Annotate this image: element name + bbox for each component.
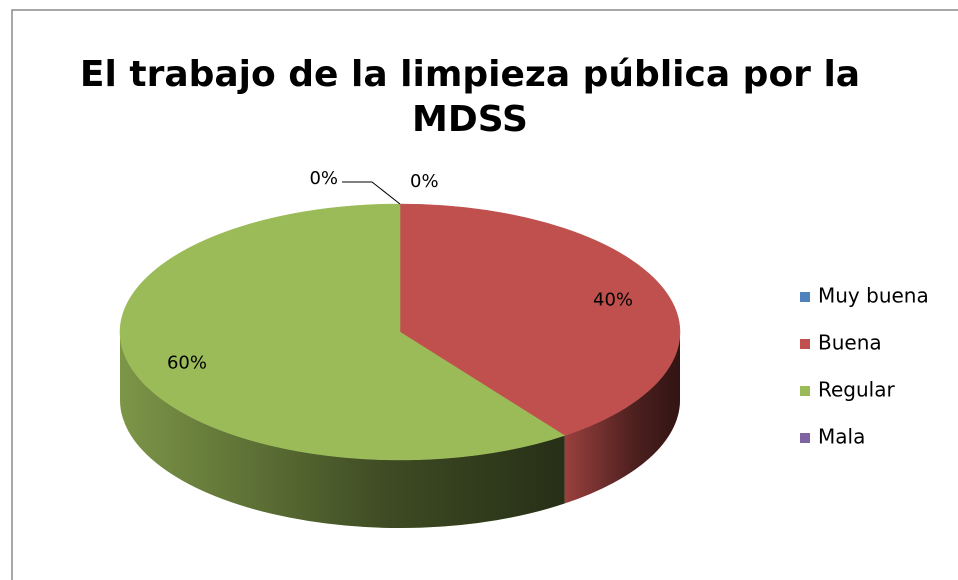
pie-slice (399, 203, 681, 436)
legend-label: Mala (818, 425, 865, 449)
pie-slice (119, 203, 566, 461)
chart-title: El trabajo de la limpieza pública por la (80, 54, 860, 95)
legend-label: Regular (818, 378, 895, 402)
legend-swatch (800, 433, 810, 443)
chart-title: MDSS (412, 99, 528, 140)
data-label: 0% (309, 168, 338, 189)
legend-label: Buena (818, 331, 882, 355)
data-label: 0% (410, 171, 439, 192)
legend-swatch (800, 386, 810, 396)
leader-line (342, 181, 401, 205)
data-label: 40% (593, 289, 633, 310)
pie-side-shade (120, 332, 565, 528)
legend-swatch (800, 292, 810, 302)
legend-label: Muy buena (818, 284, 929, 308)
data-label: 60% (167, 353, 207, 374)
chart-frame (11, 9, 958, 580)
legend-swatch (800, 339, 810, 349)
pie-side-shade (564, 332, 680, 504)
